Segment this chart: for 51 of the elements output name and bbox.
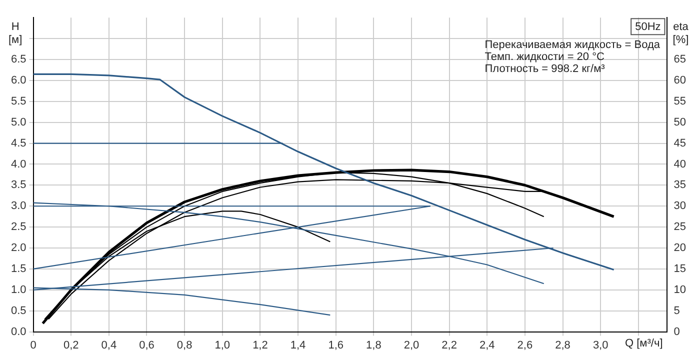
y2-tick-label: 60: [674, 74, 686, 86]
y-tick-label: 3.5: [10, 179, 26, 192]
x-axis-title: Q [м³/ч]: [625, 337, 663, 350]
x-tick-label: 2,4: [479, 339, 495, 352]
y2-tick-label: 20: [674, 242, 686, 254]
y-tick-label: 2.0: [10, 242, 26, 254]
y-axis-title: H [м]: [8, 21, 22, 46]
y-tick-label: 1.0: [10, 284, 26, 296]
y-tick-label: 4.5: [10, 137, 26, 150]
x-tick-label: 1,0: [214, 339, 230, 352]
y2-tick-label: 65: [674, 54, 686, 66]
annotation: Темп. жидкости = 20 °C: [484, 51, 604, 64]
x-tick-label: 0,2: [63, 339, 79, 352]
y-tick-label: 3.0: [10, 200, 26, 212]
chart-title: 50Hz: [635, 21, 661, 34]
x-tick-label: 2,2: [442, 339, 457, 352]
x-tick-label: 0,8: [176, 339, 192, 352]
x-tick-label: 0,4: [101, 339, 117, 352]
y2-axis-title: eta [%]: [672, 21, 690, 46]
y2-tick-label: 0: [674, 326, 680, 338]
y2-tick-label: 55: [674, 95, 686, 108]
y-tick-label: 6.0: [10, 74, 26, 86]
x-tick-label: 2,6: [517, 339, 533, 352]
x-tick-label: 1,8: [366, 339, 382, 352]
x-tick-label: 1,4: [290, 339, 306, 352]
y2-tick-label: 50: [674, 116, 686, 128]
y2-tick-label: 35: [674, 179, 686, 192]
y2-tick-label: 30: [674, 200, 686, 212]
y-tick-label: 0.5: [10, 304, 26, 317]
y2-tick-label: 5: [674, 304, 680, 317]
x-tick-label: 1,6: [328, 339, 344, 352]
y-tick-label: 5.5: [10, 95, 26, 108]
annotation: Плотность = 998.2 кг/м³: [484, 63, 606, 76]
y2-tick-label: 45: [674, 137, 686, 150]
x-tick-label: 0,6: [139, 339, 154, 352]
y-tick-label: 5.0: [10, 116, 26, 128]
y2-tick-label: 40: [674, 158, 686, 170]
x-tick-label: 1,2: [252, 339, 268, 352]
y-tick-label: 6.5: [10, 54, 26, 66]
y-tick-label: 4.0: [10, 158, 26, 170]
y-tick-label: 0.0: [10, 326, 26, 338]
x-tick-label: 0: [30, 339, 36, 352]
y-tick-label: 1.5: [10, 262, 26, 275]
y2-tick-label: 15: [674, 262, 686, 275]
y2-tick-label: 10: [674, 284, 686, 296]
x-tick-label: 2,0: [404, 339, 420, 352]
y-tick-label: 2.5: [10, 221, 26, 234]
y2-tick-label: 25: [674, 221, 686, 234]
x-tick-label: 2,8: [555, 339, 570, 352]
annotation: Перекачиваемая жидкость = Вода: [484, 39, 661, 52]
x-tick-label: 3,0: [592, 339, 608, 352]
